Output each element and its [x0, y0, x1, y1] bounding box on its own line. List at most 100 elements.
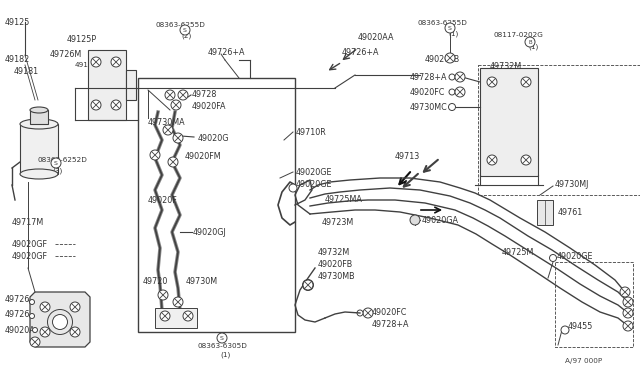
Circle shape	[163, 125, 173, 135]
Text: 49020GE: 49020GE	[557, 252, 593, 261]
Text: 49732M: 49732M	[490, 62, 522, 71]
Text: A/97 000P: A/97 000P	[565, 358, 602, 364]
Text: (1): (1)	[220, 352, 230, 359]
Circle shape	[623, 297, 633, 307]
Text: 49726+A: 49726+A	[208, 48, 246, 57]
Ellipse shape	[20, 169, 58, 179]
Text: 49020GF: 49020GF	[12, 240, 48, 249]
Text: 49020GA: 49020GA	[422, 216, 459, 225]
Text: 49728: 49728	[192, 90, 218, 99]
Circle shape	[455, 72, 465, 82]
Text: 49730M: 49730M	[186, 277, 218, 286]
Text: 49726M: 49726M	[50, 50, 83, 59]
Circle shape	[445, 53, 455, 63]
Circle shape	[623, 321, 633, 331]
Text: (2): (2)	[181, 32, 191, 38]
Bar	[30, 110, 48, 124]
Text: 49730MJ: 49730MJ	[555, 180, 589, 189]
Text: 49713: 49713	[395, 152, 420, 161]
Bar	[480, 68, 538, 176]
Text: 49725M: 49725M	[502, 248, 534, 257]
Text: 49020F: 49020F	[148, 196, 178, 205]
Text: 49020GE: 49020GE	[296, 168, 333, 177]
Circle shape	[173, 297, 183, 307]
Circle shape	[561, 326, 569, 334]
Circle shape	[449, 74, 455, 80]
Text: 49125P: 49125P	[67, 35, 97, 44]
Text: 49730MC: 49730MC	[410, 103, 448, 112]
Circle shape	[180, 25, 190, 35]
Circle shape	[487, 77, 497, 87]
Polygon shape	[30, 292, 90, 347]
Circle shape	[158, 290, 168, 300]
Text: S: S	[183, 28, 187, 33]
Circle shape	[620, 287, 630, 297]
Text: (3): (3)	[52, 167, 62, 173]
Text: 49730MB: 49730MB	[318, 272, 356, 281]
Text: 49726: 49726	[5, 295, 30, 304]
Text: 49020GE: 49020GE	[296, 180, 333, 189]
Text: 49181: 49181	[14, 67, 39, 76]
Bar	[126, 70, 136, 100]
Text: 49726: 49726	[5, 310, 30, 319]
Text: 49125G: 49125G	[75, 62, 104, 68]
Text: 49717M: 49717M	[12, 218, 44, 227]
Text: 08363-6255D: 08363-6255D	[155, 22, 205, 28]
Text: (1): (1)	[528, 43, 538, 49]
Text: 49725MA: 49725MA	[325, 195, 363, 204]
Circle shape	[623, 308, 633, 318]
Circle shape	[289, 184, 297, 192]
Circle shape	[525, 37, 535, 47]
Circle shape	[150, 150, 160, 160]
Text: S: S	[220, 336, 224, 341]
Text: 49020FC: 49020FC	[372, 308, 408, 317]
Text: 49761: 49761	[558, 208, 583, 217]
Text: B: B	[528, 40, 532, 45]
Circle shape	[183, 311, 193, 321]
Text: 49728+A: 49728+A	[372, 320, 410, 329]
Bar	[555, 262, 633, 347]
Circle shape	[111, 57, 121, 67]
Circle shape	[33, 327, 38, 333]
Circle shape	[449, 103, 456, 110]
Circle shape	[160, 311, 170, 321]
Text: 49020A: 49020A	[5, 326, 36, 335]
Text: 49020AA: 49020AA	[358, 33, 394, 42]
Circle shape	[410, 215, 420, 225]
Circle shape	[111, 100, 121, 110]
Bar	[537, 200, 553, 225]
Circle shape	[40, 327, 50, 337]
Circle shape	[449, 89, 455, 95]
Text: 49020FC: 49020FC	[410, 88, 445, 97]
Text: 49726+A: 49726+A	[342, 48, 380, 57]
Circle shape	[168, 157, 178, 167]
Circle shape	[70, 302, 80, 312]
Text: 49720: 49720	[143, 277, 168, 286]
Text: 49710R: 49710R	[296, 128, 327, 137]
Circle shape	[40, 302, 50, 312]
Text: 49020FM: 49020FM	[185, 152, 221, 161]
Text: S: S	[448, 26, 452, 31]
Circle shape	[357, 310, 363, 316]
Text: S: S	[54, 161, 58, 166]
Circle shape	[70, 327, 80, 337]
Circle shape	[29, 299, 35, 305]
Text: 49020FA: 49020FA	[192, 102, 227, 111]
Text: 49125: 49125	[5, 18, 30, 27]
Circle shape	[91, 100, 101, 110]
Circle shape	[303, 280, 313, 290]
Circle shape	[445, 23, 455, 33]
Text: 49723M: 49723M	[322, 218, 355, 227]
Ellipse shape	[20, 119, 58, 129]
Text: 49020GF: 49020GF	[12, 252, 48, 261]
Circle shape	[171, 100, 181, 110]
Bar	[155, 308, 197, 328]
Text: (1): (1)	[448, 30, 458, 36]
Circle shape	[91, 57, 101, 67]
Circle shape	[29, 314, 35, 318]
Circle shape	[30, 337, 40, 347]
Text: 49732M: 49732M	[318, 248, 350, 257]
Text: 49020FB: 49020FB	[425, 55, 460, 64]
Text: 49730MA: 49730MA	[148, 118, 186, 127]
Circle shape	[521, 155, 531, 165]
